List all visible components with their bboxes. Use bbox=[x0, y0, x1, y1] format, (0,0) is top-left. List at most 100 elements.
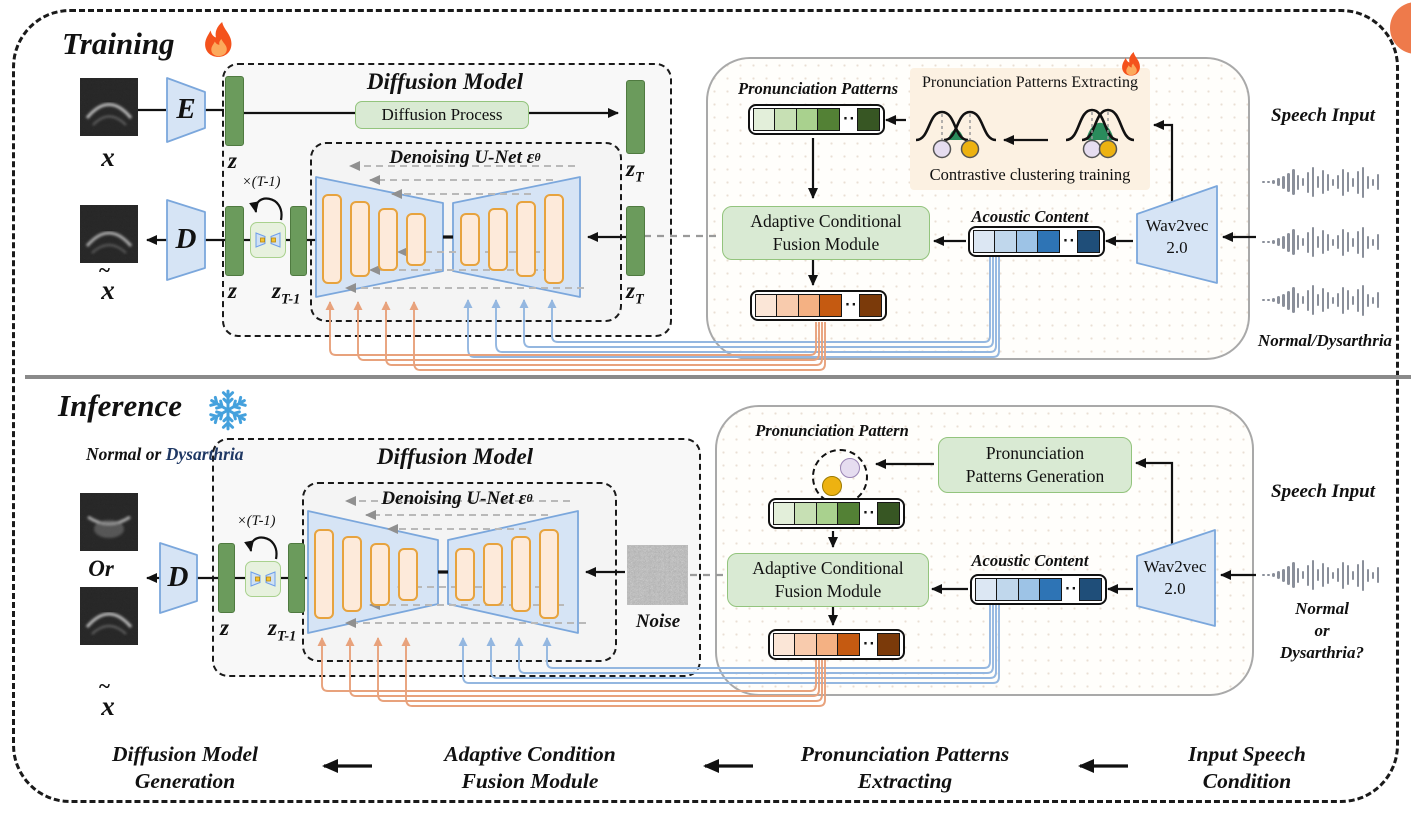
ultrasound-image-x-tilde bbox=[80, 205, 138, 268]
latent-zT-bar-2 bbox=[626, 206, 645, 276]
speech-input-label: Speech Input bbox=[1271, 105, 1375, 126]
latent-z-bar-2 bbox=[225, 206, 244, 276]
waveform-bar bbox=[1316, 236, 1320, 248]
token-cell bbox=[818, 294, 842, 317]
waveform-bar bbox=[1356, 563, 1360, 587]
waveform-bar bbox=[1321, 563, 1325, 587]
pronunciation-patterns-label: Pronunciation Patterns bbox=[738, 79, 898, 98]
waveform-bar bbox=[1291, 229, 1295, 255]
token-cell bbox=[815, 633, 839, 656]
acoustic-content-label-inference: Acoustic Content bbox=[971, 551, 1089, 570]
waveform-dot bbox=[1262, 180, 1265, 184]
ultrasound-image-x bbox=[80, 78, 138, 141]
token-cell bbox=[1036, 230, 1060, 253]
waveform-bar bbox=[1326, 566, 1330, 584]
unet-bar bbox=[322, 194, 342, 284]
token-cell bbox=[1015, 230, 1039, 253]
latent-z-bar bbox=[225, 76, 244, 146]
waveform-bar bbox=[1271, 240, 1275, 244]
zT-label-top: zT bbox=[626, 156, 644, 186]
waveform-bar bbox=[1376, 567, 1380, 583]
ultrasound-image-normal bbox=[80, 493, 138, 556]
figure-outer-border bbox=[12, 9, 1399, 803]
waveform-bar bbox=[1336, 235, 1340, 249]
waveform-bar bbox=[1301, 178, 1305, 186]
waveform-dot bbox=[1266, 180, 1270, 184]
zT1-label-inference: zT-1 bbox=[268, 615, 297, 645]
waveform-bar bbox=[1331, 296, 1335, 304]
token-cell bbox=[836, 633, 860, 656]
waveform-bar bbox=[1291, 287, 1295, 313]
token-cell bbox=[994, 230, 1018, 253]
waveform-bar bbox=[1331, 571, 1335, 579]
unet-bar bbox=[516, 201, 536, 277]
unet-bar bbox=[350, 201, 370, 277]
waveform-bar bbox=[1311, 560, 1315, 590]
waveform-bar bbox=[1271, 180, 1275, 184]
waveform-dot bbox=[1266, 573, 1270, 577]
x-tilde-label: ~ x bbox=[99, 258, 115, 305]
diffusion-model-title-inference: Diffusion Model bbox=[376, 444, 534, 469]
acoustic-content-label: Acoustic Content bbox=[971, 207, 1089, 226]
token-cell bbox=[975, 578, 998, 601]
inference-title: Inference bbox=[58, 388, 182, 423]
waveform-bar bbox=[1311, 285, 1315, 315]
waveform-bar bbox=[1346, 565, 1350, 585]
ultrasound-image-dysarthria bbox=[80, 587, 138, 650]
unet-bar bbox=[455, 548, 475, 601]
waveform-bar bbox=[1286, 172, 1290, 192]
token-ellipsis: ·· bbox=[1062, 234, 1076, 249]
waveform-dot bbox=[1262, 240, 1265, 244]
encoder-label: E bbox=[176, 92, 196, 125]
waveform-bar bbox=[1271, 298, 1275, 302]
waveform-bar bbox=[1276, 178, 1280, 186]
token-ellipsis: ·· bbox=[862, 506, 876, 521]
waveform-bar bbox=[1346, 290, 1350, 310]
waveform-bar bbox=[1296, 292, 1300, 308]
token-cell bbox=[794, 502, 818, 525]
token-cell bbox=[1077, 230, 1101, 253]
unet-bar bbox=[488, 208, 508, 271]
unet-bar bbox=[370, 543, 390, 606]
token-cell bbox=[795, 108, 819, 131]
waveform-bar bbox=[1306, 289, 1310, 311]
denoise-step-module bbox=[250, 222, 286, 258]
pronunciation-token-row-inference: ·· bbox=[768, 498, 906, 529]
token-cell bbox=[1038, 578, 1062, 601]
waveform-bar bbox=[1306, 231, 1310, 253]
denoise-step-module-inference bbox=[245, 561, 281, 597]
unet-bar bbox=[406, 213, 426, 266]
token-ellipsis: ·· bbox=[1064, 582, 1078, 597]
waveform-bar bbox=[1356, 170, 1360, 194]
corner-badge[interactable] bbox=[1390, 2, 1411, 54]
speech-input-label-inference: Speech Input bbox=[1271, 481, 1375, 502]
waveform-dot bbox=[1266, 240, 1270, 244]
token-ellipsis: ·· bbox=[862, 637, 876, 652]
waveform-bar bbox=[1271, 573, 1275, 577]
waveform-bar bbox=[1371, 296, 1375, 304]
waveform-bar bbox=[1356, 230, 1360, 254]
decoder-label: D bbox=[175, 222, 197, 255]
waveform-bar bbox=[1286, 290, 1290, 310]
wav2vec-label: Wav2vec 2.0 bbox=[1145, 215, 1209, 257]
token-cell bbox=[996, 578, 1020, 601]
waveform-icon bbox=[1262, 558, 1386, 592]
waveform-bar bbox=[1331, 178, 1335, 186]
waveform-bar bbox=[1281, 568, 1285, 582]
waveform-bar bbox=[1371, 571, 1375, 579]
waveform-bar bbox=[1291, 169, 1295, 195]
pattern-point-yellow bbox=[822, 476, 842, 496]
waveform-bar bbox=[1281, 235, 1285, 249]
token-cell bbox=[774, 108, 798, 131]
waveform-bar bbox=[1286, 232, 1290, 252]
token-cell bbox=[877, 502, 901, 525]
x-label: x bbox=[101, 141, 115, 172]
waveform-bar bbox=[1341, 561, 1345, 589]
waveform-bar bbox=[1361, 559, 1365, 591]
speech-type-line3: Dysarthria? bbox=[1279, 643, 1365, 662]
flow-step-fusion: Adaptive Condition Fusion Module bbox=[444, 742, 616, 793]
pattern-point-purple bbox=[840, 458, 860, 478]
latent-zT1-bar-inference bbox=[288, 543, 305, 613]
waveform-bar bbox=[1286, 565, 1290, 585]
waveform-bar bbox=[1366, 235, 1370, 249]
